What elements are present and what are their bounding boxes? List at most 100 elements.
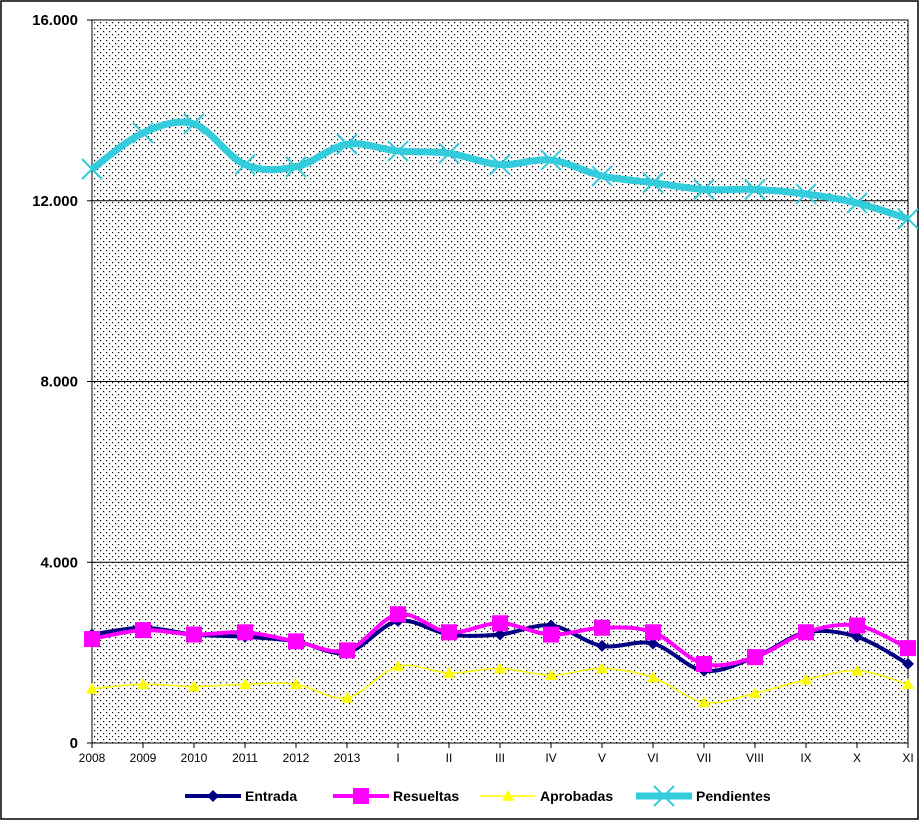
x-tick-label: VIII [746, 751, 764, 765]
legend-label: Pendientes [696, 788, 771, 804]
x-tick-label: 2011 [232, 751, 258, 765]
data-point-resueltas [492, 615, 508, 632]
data-point-resueltas [543, 626, 559, 643]
data-point-pendientes [285, 156, 307, 178]
series-pendientes [81, 113, 919, 230]
x-tick-label: III [495, 751, 505, 765]
x-axis: 2008 2009 2010 2011 2012 2013 I II III IV V VI VII VI… [79, 743, 914, 765]
data-point-aprobadas [647, 671, 659, 683]
data-point-entrada [851, 630, 863, 643]
legend-item-aprobadas: Aprobadas [480, 788, 613, 804]
legend-marker-aprobadas [502, 790, 514, 801]
data-point-pendientes [183, 113, 205, 135]
legend-item-resueltas: Resueltas [333, 788, 459, 804]
data-point-pendientes [336, 133, 358, 155]
gridlines [92, 200, 908, 563]
data-point-resueltas [849, 617, 865, 634]
data-point-pendientes [693, 178, 715, 201]
data-point-aprobadas [86, 682, 98, 694]
series-layer [81, 113, 919, 708]
data-point-aprobadas [902, 678, 914, 690]
data-point-entrada [902, 657, 914, 670]
x-tick-label: XI [902, 751, 913, 765]
data-point-aprobadas [545, 669, 557, 681]
x-tick-label: X [853, 751, 861, 765]
data-point-resueltas [237, 624, 253, 641]
legend-label: Resueltas [393, 788, 459, 804]
data-point-resueltas [798, 624, 814, 641]
data-point-pendientes [540, 149, 562, 171]
x-tick-label: 2010 [181, 751, 208, 765]
x-tick-label: VI [647, 751, 658, 765]
x-tick-label: V [598, 751, 606, 765]
legend-marker-resueltas [353, 788, 369, 804]
data-point-pendientes [489, 153, 511, 176]
data-point-pendientes [81, 158, 103, 180]
data-point-entrada [596, 639, 608, 652]
legend-label: Aprobadas [540, 788, 613, 804]
data-point-resueltas [594, 619, 610, 636]
series-resueltas [84, 606, 916, 672]
data-point-aprobadas [494, 662, 506, 674]
legend-label: Entrada [245, 788, 297, 804]
x-tick-label: IV [545, 751, 556, 765]
x-tick-label: 2012 [283, 751, 310, 765]
series-aprobadas [86, 660, 914, 708]
data-point-aprobadas [851, 664, 863, 676]
y-axis: 0 4.000 8.000 12.000 16.000 [32, 12, 92, 752]
data-point-pendientes [897, 208, 919, 230]
x-tick-label: I [396, 751, 399, 765]
legend-item-entrada: Entrada [185, 788, 297, 804]
x-tick-label: IX [800, 751, 811, 765]
x-tick-label: 2009 [130, 751, 157, 765]
data-point-resueltas [441, 624, 457, 641]
legend: Entrada Resueltas Aprobadas Pendientes [185, 785, 771, 807]
data-point-resueltas [747, 649, 763, 666]
data-point-resueltas [696, 655, 712, 672]
data-point-pendientes [846, 192, 868, 214]
data-point-pendientes [795, 183, 817, 205]
data-point-entrada [647, 637, 659, 650]
data-point-resueltas [135, 622, 151, 639]
data-point-pendientes [642, 171, 664, 194]
y-tick-label: 4.000 [40, 554, 78, 571]
y-tick-label: 0 [70, 735, 78, 752]
data-point-resueltas [645, 624, 661, 641]
data-point-aprobadas [341, 691, 353, 703]
data-point-resueltas [288, 633, 304, 650]
data-point-aprobadas [137, 678, 149, 690]
data-point-resueltas [186, 626, 202, 643]
data-point-pendientes [132, 122, 154, 144]
x-tick-label: II [446, 751, 453, 765]
data-point-aprobadas [596, 662, 608, 674]
legend-marker-pendientes [653, 785, 675, 807]
x-tick-label: 2008 [79, 751, 106, 765]
data-point-aprobadas [443, 666, 455, 678]
data-point-aprobadas [800, 673, 812, 685]
data-point-pendientes [387, 140, 409, 162]
data-point-resueltas [900, 640, 916, 657]
data-point-pendientes [744, 178, 766, 201]
y-tick-label: 8.000 [40, 374, 78, 391]
data-point-aprobadas [290, 678, 302, 690]
y-tick-label: 16.000 [32, 12, 78, 29]
legend-item-pendientes: Pendientes [636, 785, 771, 807]
x-tick-label: VII [697, 751, 712, 765]
y-tick-label: 12.000 [32, 193, 78, 210]
data-point-resueltas [84, 631, 100, 648]
data-point-pendientes [591, 165, 613, 187]
x-tick-label: 2013 [334, 751, 361, 765]
legend-marker-entrada [207, 790, 219, 802]
data-point-entrada [494, 628, 506, 641]
data-point-aprobadas [188, 680, 200, 692]
data-point-aprobadas [392, 660, 404, 671]
data-point-aprobadas [749, 687, 761, 699]
data-point-pendientes [234, 153, 256, 176]
data-point-pendientes [438, 142, 460, 165]
data-point-resueltas [390, 606, 406, 623]
data-point-aprobadas [698, 696, 710, 708]
data-point-aprobadas [239, 678, 251, 690]
data-point-resueltas [339, 642, 355, 659]
